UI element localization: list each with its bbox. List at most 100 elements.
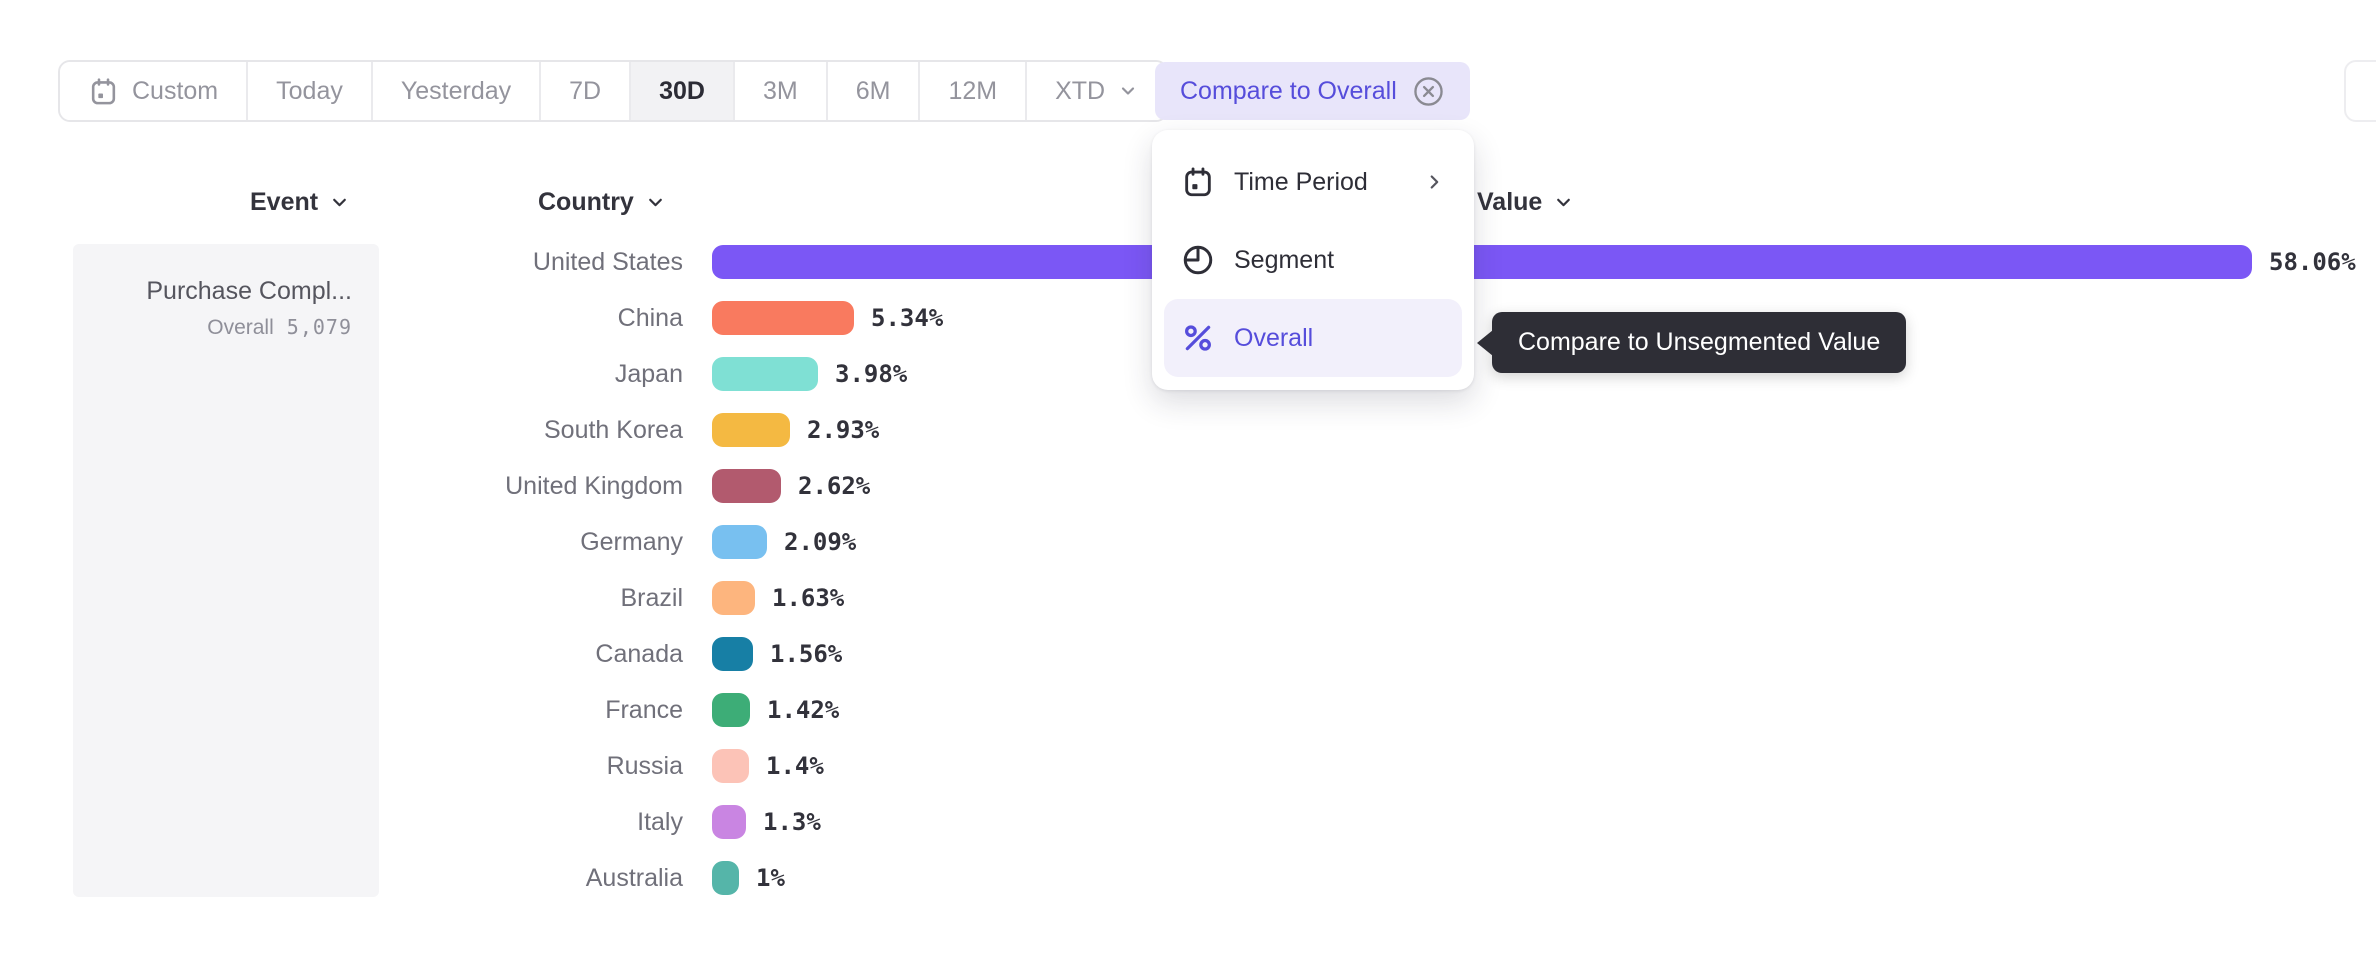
time-range-label: Custom	[132, 76, 219, 105]
event-column-header[interactable]: Event	[250, 188, 350, 217]
time-range-7d[interactable]: 7D	[541, 62, 632, 120]
time-range-label: Today	[276, 76, 343, 105]
country-label: South Korea	[544, 415, 683, 444]
country-label: Italy	[637, 807, 683, 836]
chevron-down-icon	[1557, 198, 1571, 207]
country-row: Australia 1%	[0, 850, 2376, 906]
compare-chip-label: Compare to Overall	[1180, 76, 1397, 105]
value-column-label: Value	[1477, 188, 1543, 216]
country-column-label: Country	[538, 188, 634, 216]
time-range-label: 7D	[569, 76, 602, 105]
time-range-3m[interactable]: 3M	[734, 62, 828, 120]
menu-item-overall[interactable]: Overall	[1164, 299, 1462, 377]
time-range-label: Yesterday	[400, 76, 512, 105]
country-label: Russia	[606, 751, 683, 780]
country-value: 2.93%	[807, 416, 880, 444]
event-card[interactable]: Purchase Compl... Overall 5,079	[73, 244, 379, 897]
event-overall-value: 5,079	[286, 315, 352, 339]
calendar-icon	[88, 76, 119, 107]
country-label: Japan	[614, 359, 683, 388]
country-bar[interactable]	[712, 301, 854, 335]
country-bar[interactable]	[712, 525, 767, 559]
country-bar[interactable]	[712, 469, 781, 503]
country-label: China	[617, 303, 683, 332]
country-row: Canada 1.56%	[0, 626, 2376, 682]
segment-icon	[1181, 243, 1215, 277]
country-bar[interactable]	[712, 861, 739, 895]
country-label: United States	[532, 247, 683, 276]
country-label: Germany	[580, 527, 683, 556]
time-range-custom[interactable]: Custom	[60, 62, 249, 120]
country-label: Brazil	[620, 583, 683, 612]
chevron-down-icon	[1118, 81, 1138, 101]
compare-to-overall-chip[interactable]: Compare to Overall	[1155, 62, 1470, 120]
chevron-down-icon	[648, 198, 662, 207]
country-value: 2.62%	[798, 472, 871, 500]
tooltip-arrow-icon	[1477, 329, 1493, 356]
country-value: 5.34%	[871, 304, 944, 332]
time-range-yesterday[interactable]: Yesterday	[372, 62, 542, 120]
country-row: Germany 2.09%	[0, 514, 2376, 570]
country-bar[interactable]	[712, 805, 746, 839]
country-row: Russia 1.4%	[0, 738, 2376, 794]
tooltip-text: Compare to Unsegmented Value	[1518, 328, 1881, 356]
country-row: Japan 3.98%	[0, 346, 2376, 402]
calendar-icon	[1181, 165, 1215, 199]
menu-item-time-period[interactable]: Time Period	[1164, 143, 1462, 221]
country-bar[interactable]	[712, 581, 755, 615]
time-range-6m[interactable]: 6M	[827, 62, 921, 120]
country-value: 3.98%	[835, 360, 908, 388]
menu-item-label: Time Period	[1234, 167, 1368, 196]
time-range-12m[interactable]: 12M	[920, 62, 1028, 120]
clipped-button[interactable]	[2344, 60, 2376, 122]
value-column-header[interactable]: Value	[1477, 188, 1574, 217]
country-value: 58.06%	[2269, 248, 2356, 276]
country-bar-chart: United States 58.06% China 5.34% Japan 3.98% S…	[0, 234, 2376, 906]
country-value: 1.63%	[772, 584, 845, 612]
country-label: France	[605, 695, 683, 724]
country-bar[interactable]	[712, 245, 2252, 279]
event-name: Purchase Compl...	[146, 277, 352, 305]
country-row: Italy 1.3%	[0, 794, 2376, 850]
country-value: 1.42%	[767, 696, 840, 724]
country-row: France 1.42%	[0, 682, 2376, 738]
time-range-30d[interactable]: 30D	[631, 62, 735, 120]
country-bar[interactable]	[712, 357, 818, 391]
time-range-label: 3M	[762, 76, 798, 105]
country-row: Brazil 1.63%	[0, 570, 2376, 626]
country-row: United Kingdom 2.62%	[0, 458, 2376, 514]
country-value: 1.3%	[763, 808, 821, 836]
compare-dropdown-menu: Time Period Segment Overall	[1152, 130, 1474, 390]
country-value: 1.56%	[770, 640, 843, 668]
chevron-right-icon	[1423, 171, 1445, 193]
country-row: South Korea 2.93%	[0, 402, 2376, 458]
country-column-header[interactable]: Country	[538, 188, 666, 217]
country-row: United States 58.06%	[0, 234, 2376, 290]
time-range-today[interactable]: Today	[248, 62, 373, 120]
country-label: Australia	[585, 863, 683, 892]
event-overall-label: Overall	[207, 316, 274, 339]
menu-item-segment[interactable]: Segment	[1164, 221, 1462, 299]
country-bar[interactable]	[712, 749, 749, 783]
time-range-label: 30D	[659, 76, 705, 105]
menu-item-label: Segment	[1234, 245, 1335, 274]
percent-icon	[1181, 321, 1215, 355]
time-range-label: 6M	[855, 76, 891, 105]
time-range-label: XTD	[1055, 76, 1106, 105]
country-value: 2.09%	[784, 528, 857, 556]
event-column-label: Event	[250, 188, 319, 216]
country-bar[interactable]	[712, 693, 750, 727]
country-row: China 5.34%	[0, 290, 2376, 346]
menu-item-label: Overall	[1234, 323, 1314, 352]
time-range-xtd[interactable]: XTD	[1027, 62, 1167, 120]
tooltip: Compare to Unsegmented Value	[1477, 312, 1907, 373]
remove-compare-icon[interactable]	[1412, 75, 1445, 108]
country-bar[interactable]	[712, 637, 753, 671]
time-range-label: 12M	[948, 76, 998, 105]
country-value: 1.4%	[766, 752, 824, 780]
country-label: Canada	[595, 639, 683, 668]
country-bar[interactable]	[712, 413, 790, 447]
time-range-toolbar: Custom Today Yesterday 7D 30D 3M 6M 12M XTD	[58, 60, 1169, 122]
event-overall-row: Overall 5,079	[73, 315, 352, 340]
country-label: United Kingdom	[505, 471, 683, 500]
